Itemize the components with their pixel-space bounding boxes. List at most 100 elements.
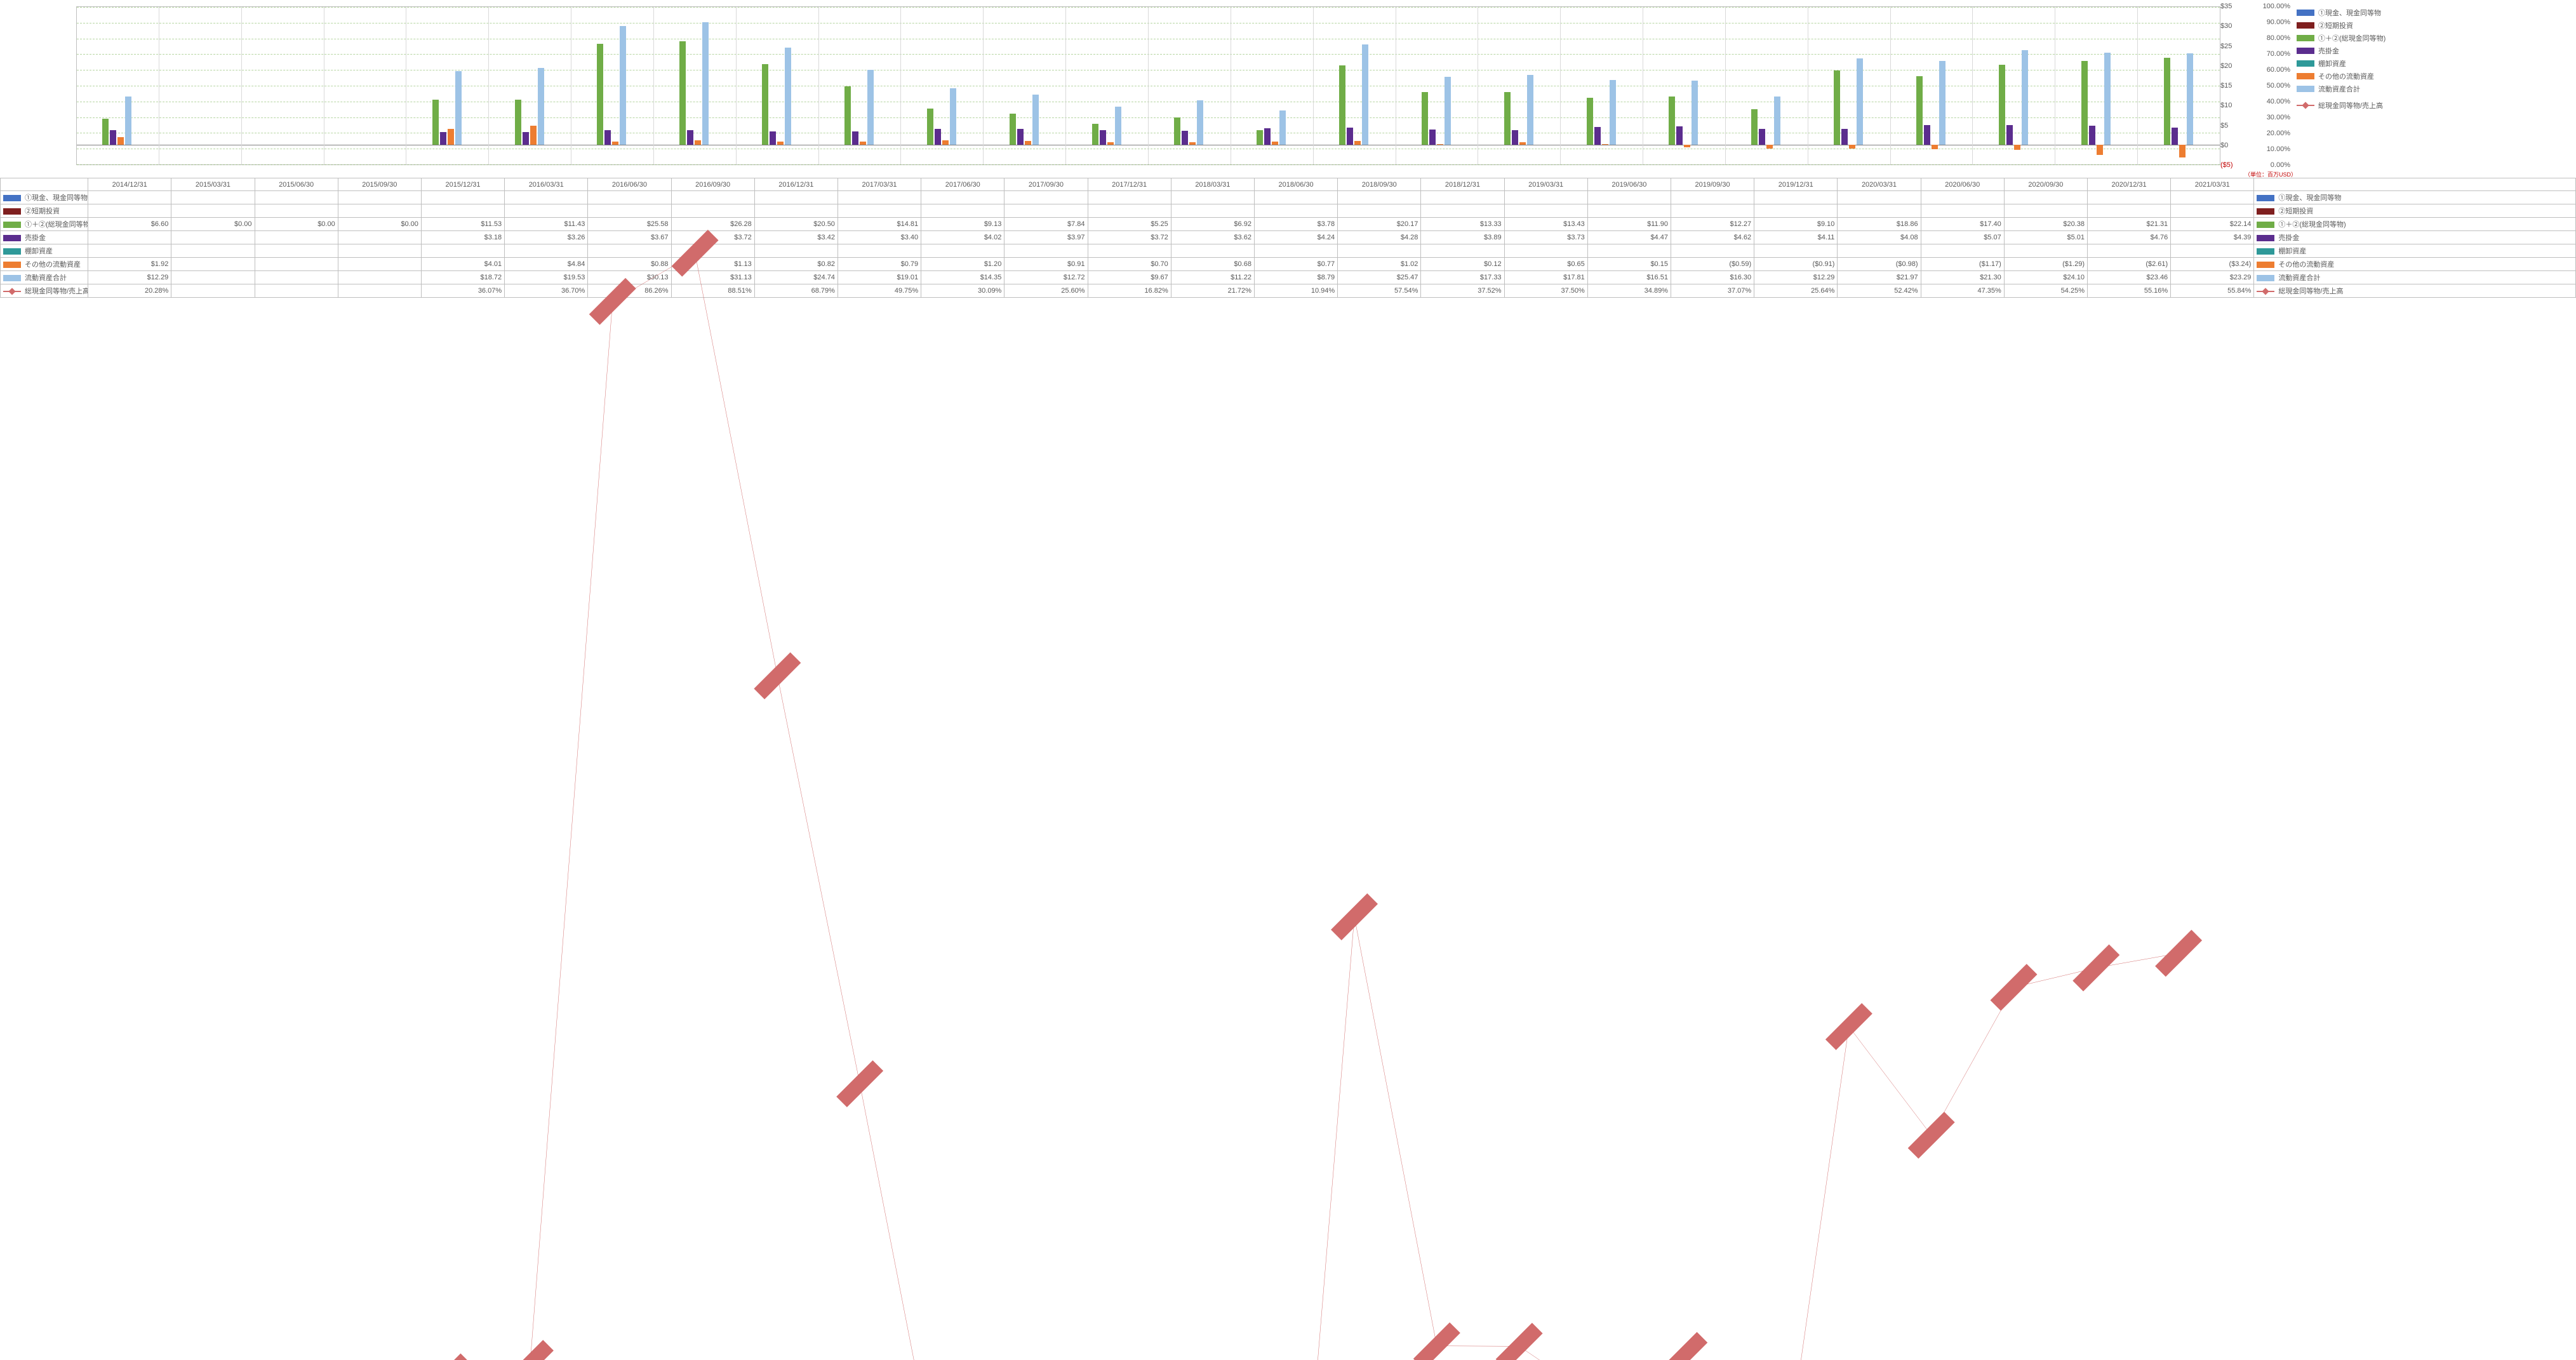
bar-s6 [1766,145,1773,149]
cell: $0.12 [1421,258,1504,271]
legend-item: ①＋②(総現金同等物) [2297,32,2576,44]
cell: $3.97 [1004,231,1088,244]
cell [1671,204,1754,218]
cell [1838,204,1921,218]
cell: 34.89% [1587,284,1671,298]
bar-s4 [2172,128,2178,145]
period-header: 2020/03/31 [1838,178,1921,191]
cell: $0.00 [255,218,338,231]
cell: $4.47 [1587,231,1671,244]
bar-s3 [1010,114,1016,145]
cell [1921,204,2004,218]
cell [171,244,255,258]
bar-s7 [1115,107,1121,145]
cell: ($0.98) [1838,258,1921,271]
legend: ①現金、現金同等物②短期投資①＋②(総現金同等物)売掛金棚卸資産その他の流動資産… [2297,6,2576,116]
period-header: 2017/09/30 [1004,178,1088,191]
table-header-row: 2014/12/312015/03/312015/06/302015/09/30… [1,178,2576,191]
cell: $7.84 [1004,218,1088,231]
legend-item: その他の流動資産 [2297,70,2576,83]
period-col [983,7,1065,164]
bar-s6 [448,129,454,145]
cell [838,244,921,258]
cell: $3.67 [588,231,671,244]
cell: 88.51% [671,284,754,298]
bar-s6 [1189,142,1196,145]
cell: 54.25% [2004,284,2087,298]
bar-s3 [927,109,933,145]
cell [1254,191,1337,204]
cell: $11.43 [505,218,588,231]
cell [505,191,588,204]
cell: $0.79 [838,258,921,271]
bar-s7 [1527,75,1533,145]
period-col [488,7,571,164]
cell: 68.79% [754,284,838,298]
cell [2004,204,2087,218]
cell [2171,191,2254,204]
bar-s3 [1751,109,1758,145]
bar-s3 [844,86,851,145]
period-col [1148,7,1231,164]
cell: 37.50% [1504,284,1587,298]
cell: 57.54% [1338,284,1421,298]
period-header: 2018/03/31 [1171,178,1254,191]
period-header: 2018/09/30 [1338,178,1421,191]
cell: $16.51 [1587,271,1671,284]
cell: $13.43 [1504,218,1587,231]
legend-item: 棚卸資産 [2297,57,2576,70]
bar-s4 [935,129,941,145]
cell [255,244,338,258]
cell: $3.89 [1421,231,1504,244]
bar-s3 [1916,76,1923,145]
period-col [2055,7,2137,164]
bar-s6 [117,137,124,145]
cell: 86.26% [588,284,671,298]
cell: $9.10 [1754,218,1838,231]
cell [1921,191,2004,204]
cell: $3.62 [1171,231,1254,244]
bar-s6 [1354,141,1361,145]
bar-s4 [1594,127,1601,145]
bar-s4 [1182,131,1188,145]
period-col [1313,7,1396,164]
cell: $19.01 [838,271,921,284]
bar-s4 [110,130,116,145]
cell [1088,204,1171,218]
unit-label: （単位：百万USD） [2245,170,2297,178]
cell [838,191,921,204]
period-header: 2015/06/30 [255,178,338,191]
cell [505,244,588,258]
period-header: 2016/12/31 [754,178,838,191]
cell [838,204,921,218]
bar-s4 [604,130,611,145]
cell: $12.27 [1671,218,1754,231]
cell: $25.58 [588,218,671,231]
period-header: 2020/12/31 [2087,178,2170,191]
cell: $3.42 [754,231,838,244]
cell [2171,244,2254,258]
cell [1504,204,1587,218]
cell: $17.81 [1504,271,1587,284]
bar-s4 [1100,130,1106,145]
cell [2087,204,2170,218]
cell: $17.33 [1421,271,1504,284]
bar-s4 [1924,125,1930,145]
cell: $22.14 [2171,218,2254,231]
cell [255,231,338,244]
bar-s4 [523,132,529,145]
cell [1171,204,1254,218]
cell [588,244,671,258]
bar-s4 [852,131,858,145]
period-col [900,7,983,164]
bar-s4 [770,131,776,145]
bar-s3 [1174,117,1180,145]
cell: $12.29 [1754,271,1838,284]
cell [671,191,754,204]
bar-s7 [950,88,956,145]
bar-s6 [1437,144,1443,145]
cell: $4.02 [921,231,1004,244]
period-col [1396,7,1478,164]
plot-region [76,6,2220,165]
y-axis-left: ($5)$0$5$10$15$20$25$30$35 [2220,6,2255,165]
